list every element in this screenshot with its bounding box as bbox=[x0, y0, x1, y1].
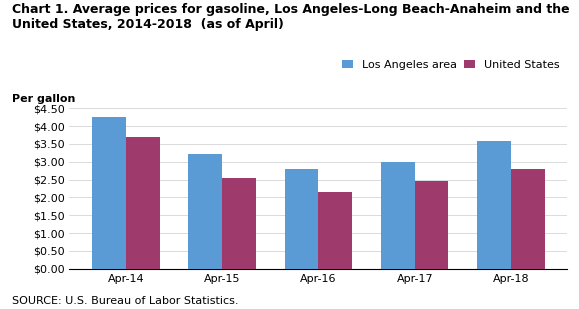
Bar bbox=[126, 138, 160, 269]
Bar bbox=[415, 181, 449, 269]
Bar bbox=[511, 169, 545, 269]
Text: Chart 1. Average prices for gasoline, Los Angeles-Long Beach-Anaheim and the
Uni: Chart 1. Average prices for gasoline, Lo… bbox=[12, 3, 569, 31]
Bar bbox=[285, 169, 318, 269]
Bar bbox=[92, 117, 126, 269]
Text: SOURCE: U.S. Bureau of Labor Statistics.: SOURCE: U.S. Bureau of Labor Statistics. bbox=[12, 296, 238, 306]
Text: Per gallon: Per gallon bbox=[12, 94, 75, 104]
Bar bbox=[222, 178, 256, 269]
Legend: Los Angeles area, United States: Los Angeles area, United States bbox=[340, 57, 562, 72]
Bar bbox=[477, 141, 511, 269]
Bar bbox=[188, 154, 222, 269]
Bar bbox=[381, 163, 415, 269]
Bar bbox=[318, 192, 352, 269]
